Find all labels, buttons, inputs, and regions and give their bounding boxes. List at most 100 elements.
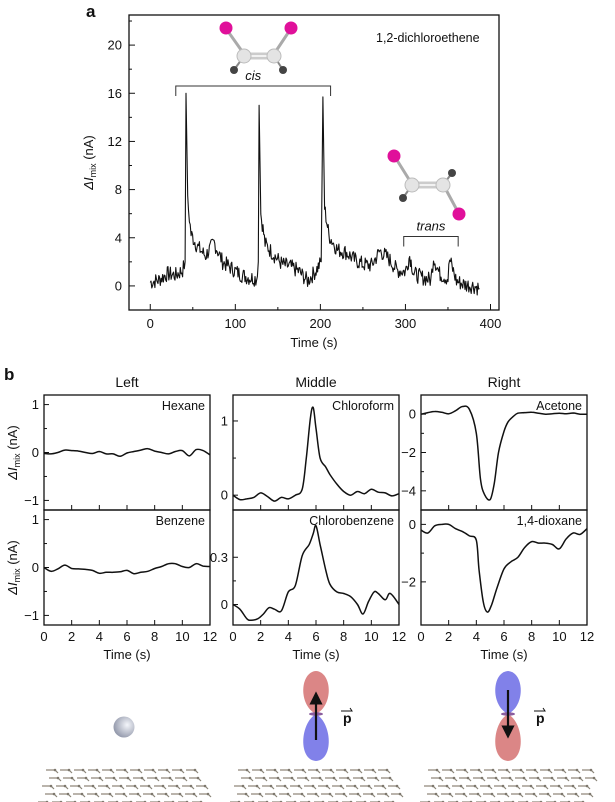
x-tick-label: 10: [552, 629, 566, 644]
graphene-sheet-icon: [420, 768, 598, 802]
x-tick-label: 2: [257, 629, 264, 644]
panel-a-x-axis-label: Time (s): [290, 335, 337, 350]
subplot-chloroform: 0 1 Chloroform: [221, 394, 400, 511]
panel-a-y-axis-label: ΔImix (nA): [81, 135, 98, 191]
dipole-up-icon: p: [303, 671, 353, 761]
y-axis-label: ΔImix (nA): [5, 425, 22, 481]
x-tick-label: 6: [123, 629, 130, 644]
cis-molecule-icon: [219, 21, 298, 74]
x-tick-label: 10: [364, 629, 378, 644]
x-tick-label: 4: [285, 629, 292, 644]
panel-a-series-line: [149, 92, 480, 296]
column-title-left: Left: [115, 374, 138, 390]
trans-molecule-icon: [387, 149, 466, 221]
y-tick-label: 16: [108, 86, 122, 101]
nonpolar-molecule-sphere-icon: [113, 716, 135, 738]
bracket-label-cis: cis: [245, 68, 261, 83]
subplot-hexane: −1 0 1 Hexane: [24, 394, 211, 511]
y-tick-label: 0.3: [210, 550, 228, 565]
bracket-cis: [175, 85, 332, 97]
subplot-1-4-dioxane: 0 2 4 6 8 10 12 −2 0 1,4-dioxane: [401, 509, 594, 644]
y-tick-label: 0: [32, 445, 39, 460]
x-tick-label: 12: [203, 629, 217, 644]
graphene-sheets: [38, 768, 598, 802]
subplot-series-line: [43, 447, 211, 458]
x-tick-label: 8: [528, 629, 535, 644]
x-axis-label: Time (s): [103, 647, 150, 662]
x-axis-label: Time (s): [292, 647, 339, 662]
y-label-subscript: mix: [88, 163, 98, 177]
x-tick-label: 10: [175, 629, 189, 644]
y-tick-label: −2: [401, 574, 416, 589]
y-tick-label: 4: [115, 230, 122, 245]
panel-a-frame: [128, 14, 500, 311]
y-label-unit: (nA): [81, 135, 96, 163]
subplot-compound-label: Chloroform: [332, 399, 394, 413]
dipole-vector-label-middle: p: [343, 710, 352, 726]
panel-b-illustrations: p p: [38, 671, 598, 802]
subplot-compound-label: Hexane: [162, 399, 205, 413]
dipole-down-icon: p: [495, 671, 546, 761]
y-label-delta-i: ΔI: [81, 177, 96, 191]
y-tick-label: 0: [32, 560, 39, 575]
column-title-middle: Middle: [295, 374, 336, 390]
y-tick-label: 12: [108, 134, 122, 149]
y-tick-label: −1: [24, 493, 39, 508]
y-tick-label: 0: [409, 407, 416, 422]
panel-a-compound-annotation: 1,2-dichloroethene: [376, 31, 480, 45]
subplot-chlorobenzene: 0 2 4 6 8 10 12 0 0.3 Chlorobenzene: [210, 509, 406, 644]
y-tick-label: 0: [409, 517, 416, 532]
y-tick-label: 0: [221, 597, 228, 612]
subplot-series-line: [232, 406, 400, 502]
subplot-compound-label: Chlorobenzene: [309, 514, 394, 528]
y-tick-label: −2: [401, 445, 416, 460]
subplot-compound-label: Acetone: [536, 399, 582, 413]
x-tick-label: 8: [151, 629, 158, 644]
panel-b-charts: Left Time (s) Middle Time (s) Right Time (s) Δ…: [5, 374, 594, 662]
y-tick-label: −4: [401, 483, 416, 498]
x-tick-label: 100: [224, 316, 246, 331]
subplot-benzene: 0 2 4 6 8 10 12−101 Benzene: [24, 509, 217, 644]
x-tick-label: 0: [40, 629, 47, 644]
x-tick-label: 400: [480, 316, 502, 331]
panel-a-y-ticks: 0 4 8 12 16 20: [108, 20, 135, 293]
bracket-trans: [403, 236, 459, 247]
x-tick-label: 4: [96, 629, 103, 644]
subplot-compound-label: 1,4-dioxane: [517, 514, 582, 528]
x-tick-label: 0: [417, 629, 424, 644]
x-tick-label: 6: [312, 629, 319, 644]
graphene-sheet-icon: [38, 768, 212, 802]
x-tick-label: 8: [340, 629, 347, 644]
y-tick-label: 1: [32, 512, 39, 527]
x-tick-label: 4: [473, 629, 480, 644]
panel-a-x-ticks: 0 100 200 300 400: [147, 304, 502, 331]
graphene-sheet-icon: [230, 768, 404, 802]
x-tick-label: 6: [500, 629, 507, 644]
x-tick-label: 2: [68, 629, 75, 644]
panel-a-chart: 0 100 200 300 400 0 4 8 12 16 20 Time (s) ΔImix (…: [81, 14, 502, 350]
panel-a-label: a: [86, 2, 96, 21]
x-tick-label: 200: [310, 316, 332, 331]
y-axis-label: ΔImix (nA): [5, 540, 22, 596]
y-tick-label: 8: [115, 182, 122, 197]
dipole-vector-label-right: p: [536, 710, 545, 726]
x-tick-label: 0: [229, 629, 236, 644]
x-axis-label: Time (s): [480, 647, 527, 662]
subplot-series-line: [43, 562, 211, 575]
panel-b-label: b: [4, 365, 14, 384]
x-tick-label: 2: [445, 629, 452, 644]
x-tick-label: 12: [580, 629, 594, 644]
subplot-series-line: [232, 524, 400, 622]
y-tick-label: 20: [108, 38, 122, 53]
y-tick-label: 0: [115, 278, 122, 293]
subplot-acetone: −4 −2 0 Acetone: [401, 394, 588, 511]
x-tick-label: 12: [392, 629, 406, 644]
x-tick-label: 300: [395, 316, 417, 331]
panel-a-brackets: cis trans: [175, 68, 459, 247]
subplot-series-line: [420, 405, 588, 501]
y-tick-label: −1: [24, 608, 39, 623]
y-tick-label: 1: [32, 397, 39, 412]
column-title-right: Right: [488, 374, 521, 390]
subplot-series-line: [420, 523, 588, 613]
